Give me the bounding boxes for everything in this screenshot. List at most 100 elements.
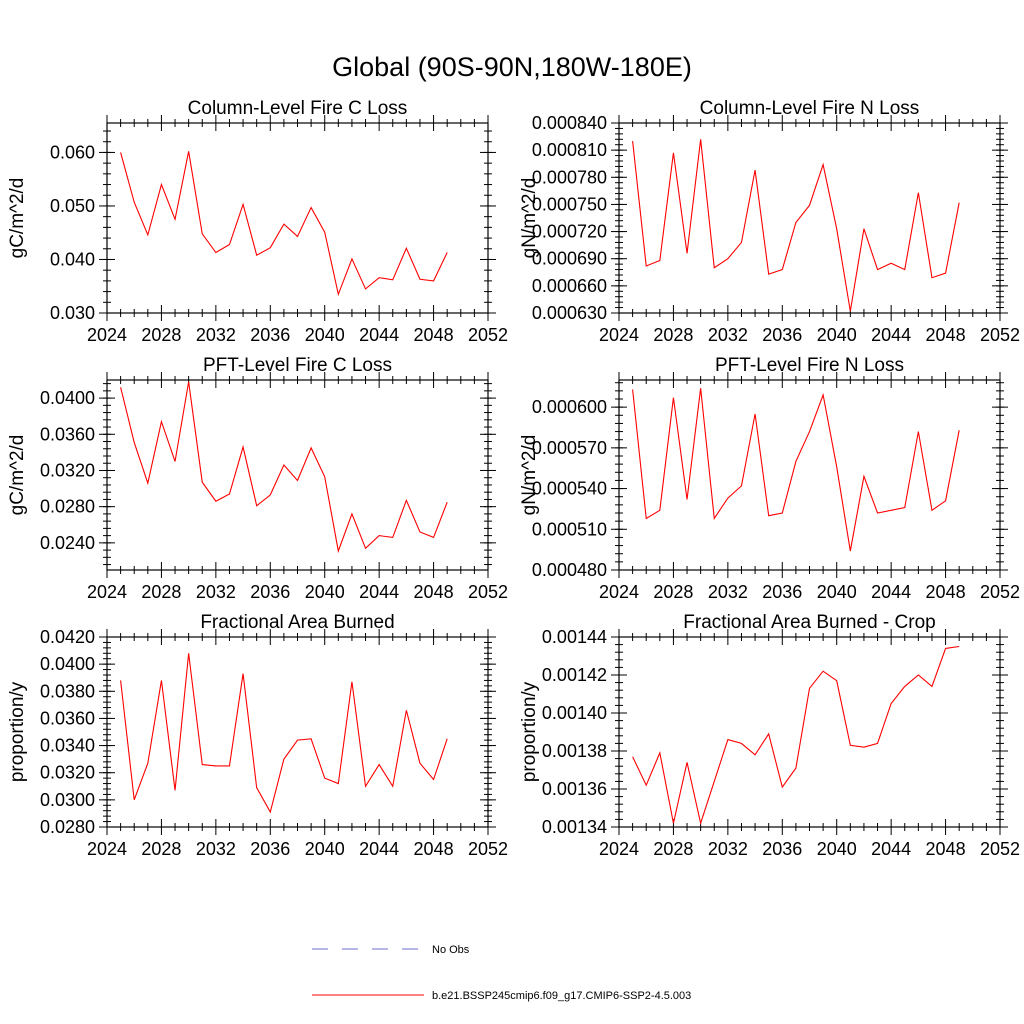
- panel-title: Fractional Area Burned - Crop: [683, 612, 935, 633]
- y-tick-label: 0.000720: [532, 222, 607, 242]
- plot-frame: [106, 636, 489, 828]
- plot-frame: [106, 122, 489, 314]
- y-axis-label: gC/m^2/d: [7, 178, 28, 259]
- x-tick-label: 2044: [871, 839, 911, 859]
- y-axis-label: proportion/y: [519, 681, 540, 782]
- x-tick-label: 2040: [817, 325, 857, 345]
- x-tick-label: 2044: [359, 325, 399, 345]
- y-tick-label: 0.000690: [532, 249, 607, 269]
- series-line: [632, 139, 960, 312]
- plot-frame: [618, 122, 1001, 314]
- x-tick-label: 2024: [599, 839, 639, 859]
- x-tick-label: 2024: [87, 839, 127, 859]
- x-tick-label: 2044: [359, 839, 399, 859]
- y-tick-label: 0.000630: [532, 303, 607, 323]
- y-tick-label: 0.0300: [40, 790, 95, 810]
- x-tick-label: 2040: [305, 582, 345, 602]
- y-axis-label: proportion/y: [7, 681, 28, 782]
- panel-pft-level-fire-c-loss: PFT-Level Fire C Loss gC/m^2/d 2024 2028 203…: [7, 355, 508, 602]
- y-tick-label: 0.0280: [40, 497, 95, 517]
- x-tick-label: 2032: [708, 582, 748, 602]
- y-tick-label: 0.000750: [532, 194, 607, 214]
- panel-fractional-area-burned-crop: Fractional Area Burned - Crop proportion/…: [519, 612, 1020, 859]
- x-tick-label: 2024: [599, 325, 639, 345]
- y-tick-label: 0.0400: [40, 654, 95, 674]
- panel-pft-level-fire-n-loss: PFT-Level Fire N Loss gN/m^2/d 2024 2028 203…: [519, 355, 1020, 602]
- x-tick-label: 2052: [468, 839, 508, 859]
- x-tick-label: 2036: [762, 582, 802, 602]
- y-tick-label: 0.0240: [40, 533, 95, 553]
- x-tick-label: 2024: [599, 582, 639, 602]
- legend-label-model-run: b.e21.BSSP245cmip6.f09_g17.CMIP6-SSP2-4.…: [432, 990, 691, 1002]
- x-tick-label: 2044: [871, 582, 911, 602]
- y-axis-label: gN/m^2/d: [519, 178, 540, 259]
- y-tick-label: 0.000510: [532, 519, 607, 539]
- y-tick-label: 0.000780: [532, 167, 607, 187]
- x-tick-label: 2024: [87, 582, 127, 602]
- panel-fractional-area-burned: Fractional Area Burned proportion/y 2024 20…: [7, 612, 508, 859]
- legend: No Obs b.e21.BSSP245cmip6.f09_g17.CMIP6-…: [312, 944, 691, 1002]
- x-tick-label: 2028: [141, 325, 181, 345]
- x-tick-label: 2048: [414, 839, 454, 859]
- y-tick-label: 0.0360: [40, 708, 95, 728]
- x-tick-label: 2036: [250, 582, 290, 602]
- x-tick-label: 2044: [871, 325, 911, 345]
- x-tick-label: 2040: [817, 582, 857, 602]
- y-tick-label: 0.060: [50, 142, 95, 162]
- y-tick-label: 0.0340: [40, 736, 95, 756]
- x-tick-label: 2028: [141, 582, 181, 602]
- y-tick-label: 0.000480: [532, 560, 607, 580]
- series-line: [120, 381, 448, 554]
- y-tick-label: 0.030: [50, 303, 95, 323]
- panel-title: Column-Level Fire N Loss: [700, 98, 920, 119]
- y-tick-label: 0.0420: [40, 627, 95, 647]
- panel-title: Fractional Area Burned: [200, 612, 394, 633]
- x-tick-label: 2028: [653, 582, 693, 602]
- x-tick-label: 2048: [926, 582, 966, 602]
- x-tick-label: 2048: [926, 325, 966, 345]
- figure-title: Global (90S-90N,180W-180E): [332, 52, 692, 82]
- series-line: [632, 388, 960, 552]
- x-tick-label: 2036: [762, 325, 802, 345]
- chart-panels: Column-Level Fire C Loss gC/m^2/d 2024 2028…: [7, 98, 1020, 859]
- x-tick-label: 2052: [468, 582, 508, 602]
- x-tick-label: 2040: [305, 325, 345, 345]
- panel-title: PFT-Level Fire N Loss: [715, 355, 904, 376]
- x-tick-label: 2028: [653, 839, 693, 859]
- x-tick-label: 2052: [980, 839, 1020, 859]
- panel-title: PFT-Level Fire C Loss: [203, 355, 392, 376]
- x-tick-label: 2048: [926, 839, 966, 859]
- y-tick-label: 0.00138: [542, 741, 607, 761]
- x-tick-label: 2036: [250, 839, 290, 859]
- y-tick-label: 0.000600: [532, 397, 607, 417]
- plot-frame: [106, 379, 489, 571]
- x-tick-label: 2028: [141, 839, 181, 859]
- y-tick-label: 0.0320: [40, 460, 95, 480]
- panel-column-level-fire-c-loss: Column-Level Fire C Loss gC/m^2/d 2024 2028…: [7, 98, 508, 345]
- y-tick-label: 0.0380: [40, 681, 95, 701]
- x-tick-label: 2040: [817, 839, 857, 859]
- y-tick-label: 0.000540: [532, 479, 607, 499]
- y-tick-label: 0.000840: [532, 113, 607, 133]
- x-tick-label: 2052: [980, 325, 1020, 345]
- y-tick-label: 0.00134: [542, 817, 607, 837]
- y-tick-label: 0.00142: [542, 665, 607, 685]
- y-tick-label: 0.000660: [532, 276, 607, 296]
- x-tick-label: 2032: [196, 839, 236, 859]
- y-tick-label: 0.0400: [40, 388, 95, 408]
- plot-frame: [618, 379, 1001, 571]
- x-tick-label: 2052: [468, 325, 508, 345]
- x-tick-label: 2036: [762, 839, 802, 859]
- series-line: [120, 653, 448, 814]
- y-tick-label: 0.00144: [542, 627, 607, 647]
- y-tick-label: 0.050: [50, 196, 95, 216]
- y-tick-label: 0.000810: [532, 140, 607, 160]
- y-tick-label: 0.000570: [532, 438, 607, 458]
- y-axis-label: gN/m^2/d: [519, 435, 540, 516]
- panel-column-level-fire-n-loss: Column-Level Fire N Loss gN/m^2/d 2024 2028…: [519, 98, 1020, 345]
- y-tick-label: 0.00140: [542, 703, 607, 723]
- y-tick-label: 0.0360: [40, 424, 95, 444]
- series-line: [632, 645, 960, 826]
- x-tick-label: 2024: [87, 325, 127, 345]
